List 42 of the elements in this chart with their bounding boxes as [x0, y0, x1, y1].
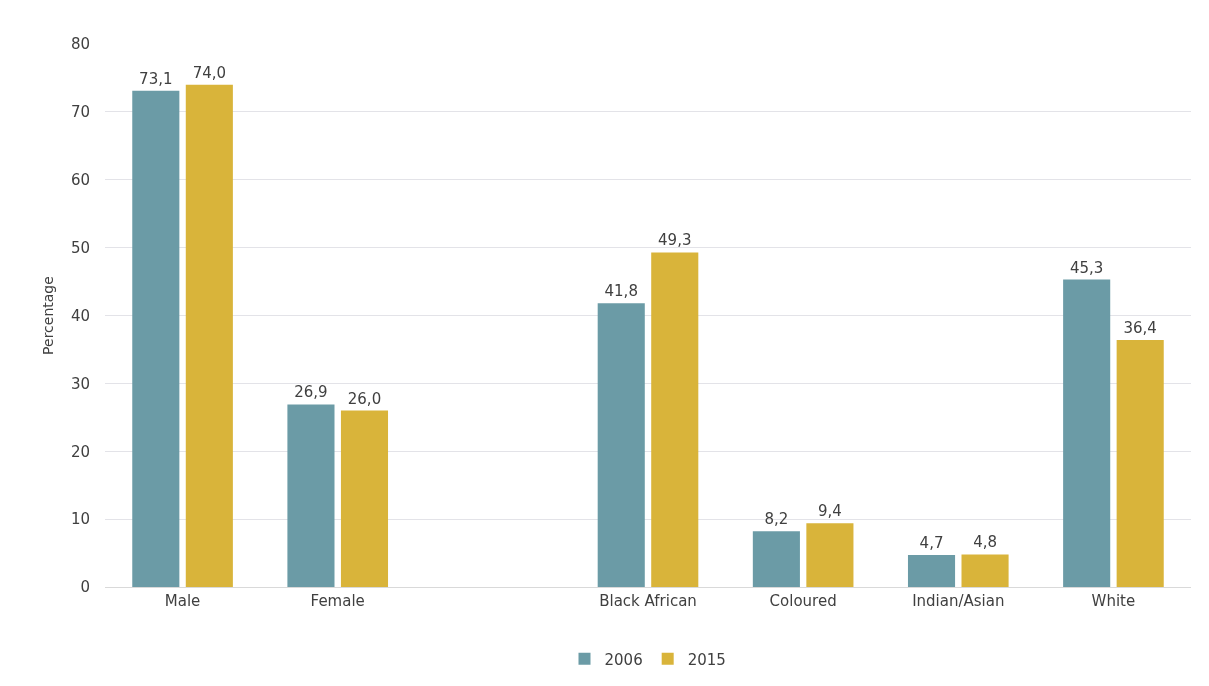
x-tick-label: White: [1091, 592, 1136, 610]
legend-label: 2015: [687, 650, 726, 669]
y-tick-label: 60: [70, 171, 90, 189]
x-tick-label: Male: [164, 592, 201, 610]
y-tick-label: 20: [70, 442, 90, 461]
bar: [185, 84, 233, 587]
legend-label: 2006: [604, 650, 643, 669]
bar: [597, 303, 645, 587]
y-axis-title: Percentage: [39, 276, 56, 355]
y-tick-label: 50: [70, 238, 90, 257]
data-label: 4,8: [973, 533, 997, 552]
y-tick-label: 0: [80, 578, 90, 597]
data-label: 26,0: [347, 389, 382, 408]
y-tick-label: 30: [70, 374, 90, 393]
bar: [1116, 339, 1164, 587]
data-label: 26,9: [294, 383, 328, 402]
y-tick-label: 40: [70, 306, 90, 325]
bar: [287, 404, 335, 587]
y-tick-label: 70: [70, 103, 90, 122]
bar: [752, 531, 800, 587]
y-tick-label: 10: [70, 510, 90, 529]
bar: [340, 410, 389, 587]
x-tick-label: Coloured: [769, 592, 837, 610]
bar: [907, 555, 956, 587]
bar: [651, 252, 699, 587]
bar: [806, 523, 854, 587]
x-tick-label: Female: [310, 592, 365, 610]
data-label: 41,8: [604, 282, 638, 301]
x-tick-label: Indian/Asian: [912, 592, 1005, 610]
y-tick-label: 80: [70, 35, 90, 54]
data-label: 73,1: [139, 69, 173, 88]
data-label: 49,3: [658, 231, 692, 250]
bar: [961, 554, 1009, 587]
x-tick-label: Black African: [599, 592, 697, 610]
data-label: 36,4: [1123, 318, 1157, 337]
bar: [1063, 279, 1111, 587]
data-label: 74,0: [192, 63, 227, 82]
data-label: 9,4: [817, 502, 842, 521]
data-label: 8,2: [764, 510, 789, 529]
bar: [132, 90, 180, 587]
data-label: 45,3: [1069, 258, 1104, 277]
data-label: 4,7: [919, 534, 944, 553]
